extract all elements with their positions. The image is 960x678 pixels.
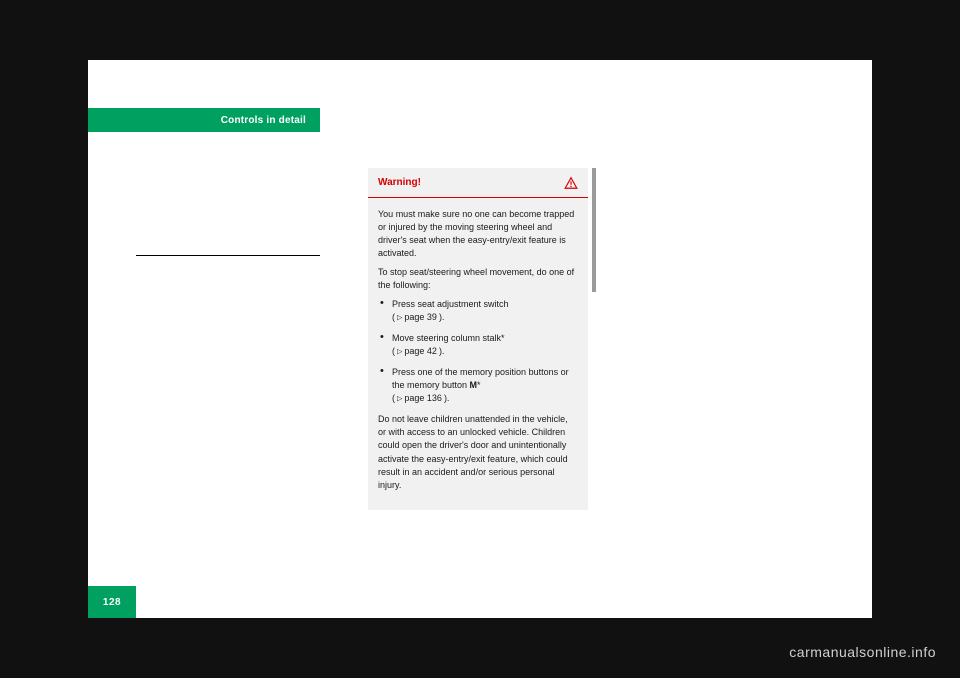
list-item: Press seat adjustment switch (▷ page 39)… <box>378 298 578 324</box>
item-text-after: * <box>477 380 481 390</box>
warning-panel: Warning! You must make sure no one can b… <box>368 168 588 510</box>
page-number: 128 <box>103 597 121 608</box>
content-divider <box>136 255 320 256</box>
pageref-arrow-icon: ▷ <box>397 348 402 358</box>
memory-button-label: M <box>470 380 478 390</box>
page-number-box: 128 <box>88 586 136 618</box>
warning-intro: You must make sure no one can become tra… <box>378 208 578 260</box>
watermark: carmanualsonline.info <box>789 644 936 660</box>
section-title: Controls in detail <box>221 115 306 126</box>
warning-list: Press seat adjustment switch (▷ page 39)… <box>378 298 578 406</box>
margin-marker <box>592 168 596 292</box>
warning-header: Warning! <box>368 168 588 197</box>
list-item: Move steering column stalk* (▷ page 42). <box>378 332 578 358</box>
pageref-text: page 39 <box>404 311 437 324</box>
pageref-arrow-icon: ▷ <box>397 395 402 405</box>
page-ref: (▷ page 39). <box>392 311 444 324</box>
pageref-arrow-icon: ▷ <box>397 313 402 323</box>
list-item: Press one of the memory position buttons… <box>378 366 578 405</box>
pageref-text: page 136 <box>404 392 442 405</box>
warning-triangle-icon <box>564 176 578 190</box>
page-ref: (▷ page 42). <box>392 345 444 358</box>
item-text: Move steering column stalk* <box>392 333 505 343</box>
section-header: Controls in detail <box>88 108 320 132</box>
manual-page: Controls in detail Warning! You must mak… <box>88 60 872 618</box>
item-text: Press seat adjustment switch <box>392 299 509 309</box>
warning-body: You must make sure no one can become tra… <box>368 198 588 510</box>
warning-footer: Do not leave children unattended in the … <box>378 413 578 491</box>
warning-stop-intro: To stop seat/steering wheel movement, do… <box>378 266 578 292</box>
warning-title: Warning! <box>378 176 421 191</box>
pageref-text: page 42 <box>404 345 437 358</box>
page-ref: (▷ page 136). <box>392 392 449 405</box>
